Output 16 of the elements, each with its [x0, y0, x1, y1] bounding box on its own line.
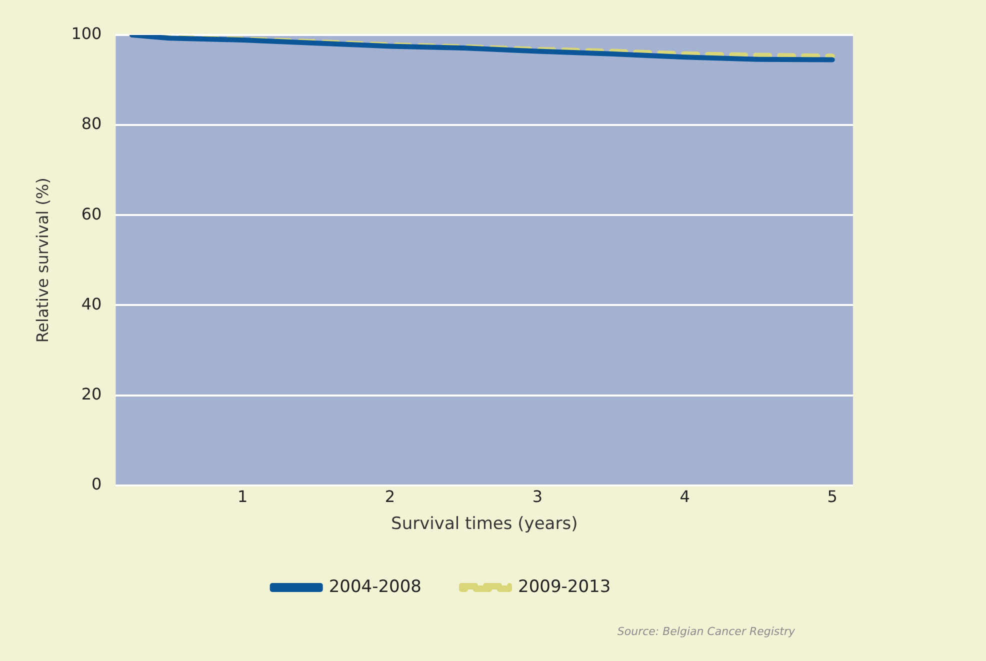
- legend-label: 2009-2013: [518, 576, 611, 597]
- y-tick-label: 20: [81, 384, 102, 404]
- y-tick-label: 40: [81, 294, 102, 314]
- y-tick-label: 0: [92, 474, 102, 494]
- source-note: Source: Belgian Cancer Registry: [617, 624, 796, 638]
- x-tick-label: 4: [680, 487, 690, 506]
- legend-label: 2004-2008: [328, 576, 422, 597]
- x-tick-label: 5: [827, 487, 838, 506]
- x-tick-label: 1: [237, 487, 248, 506]
- x-tick-label: 2: [384, 487, 396, 506]
- y-axis-title: Relative survival (%): [32, 178, 52, 343]
- x-tick-label: 3: [532, 487, 543, 506]
- x-axis-title: Survival times (years): [391, 514, 578, 534]
- y-tick-label: 100: [71, 24, 102, 44]
- y-tick-label: 80: [81, 114, 102, 134]
- y-tick-label: 60: [81, 204, 102, 224]
